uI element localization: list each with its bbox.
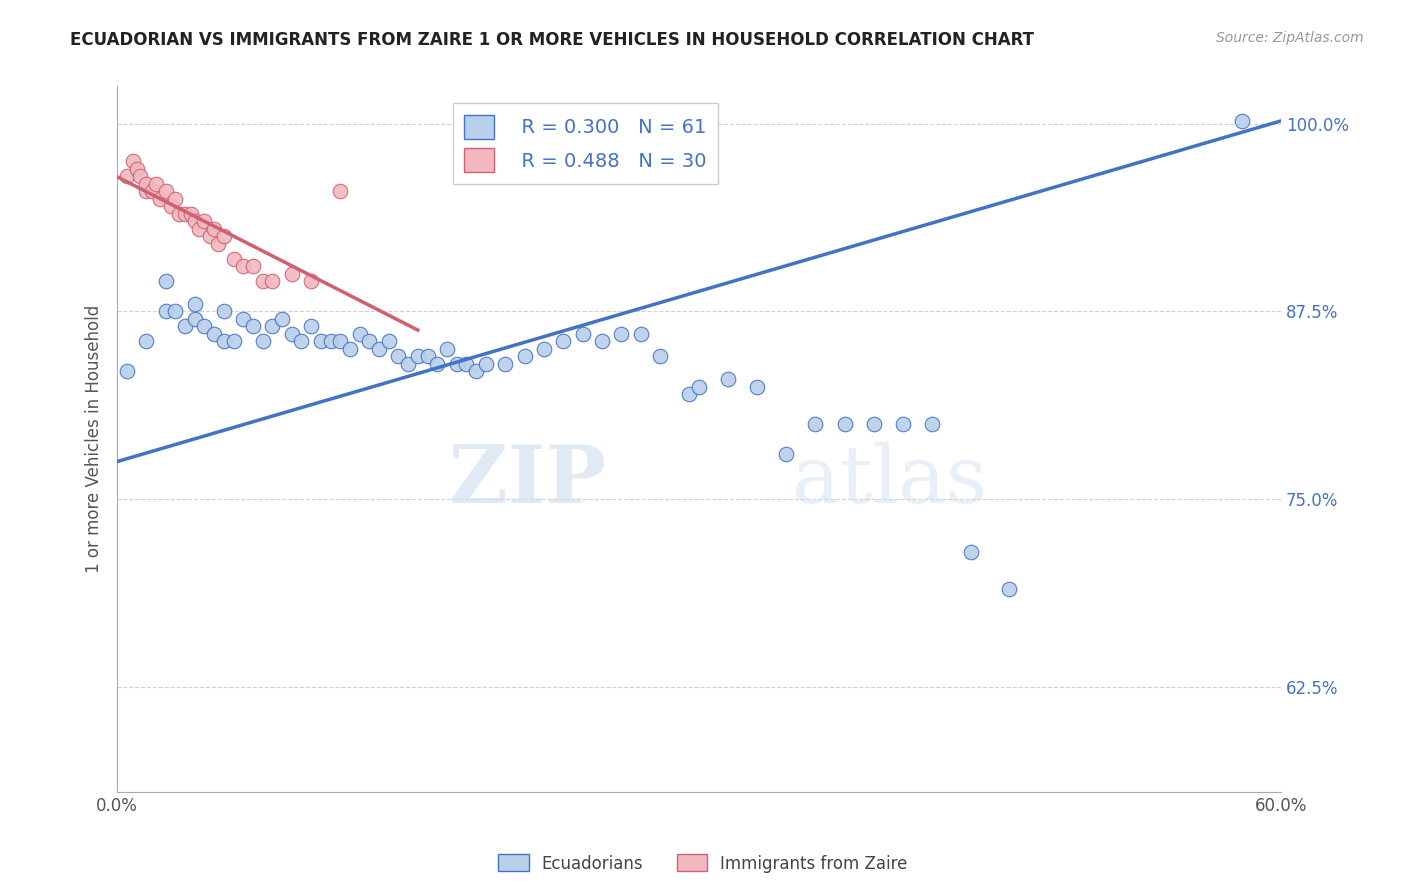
Point: [290, 334, 312, 349]
Point: [135, 334, 157, 349]
Point: [717, 372, 740, 386]
Point: [187, 222, 209, 236]
Point: [149, 192, 172, 206]
Point: [193, 319, 215, 334]
Point: [281, 326, 304, 341]
Point: [921, 417, 943, 431]
Text: ZIP: ZIP: [449, 442, 606, 520]
Point: [571, 326, 593, 341]
Point: [862, 417, 884, 431]
Text: ECUADORIAN VS IMMIGRANTS FROM ZAIRE 1 OR MORE VEHICLES IN HOUSEHOLD CORRELATION : ECUADORIAN VS IMMIGRANTS FROM ZAIRE 1 OR…: [70, 31, 1035, 49]
Point: [212, 229, 235, 244]
Point: [446, 357, 468, 371]
Point: [688, 379, 710, 393]
Point: [252, 275, 274, 289]
Point: [174, 207, 197, 221]
Point: [252, 334, 274, 349]
Point: [591, 334, 613, 349]
Legend: Ecuadorians, Immigrants from Zaire: Ecuadorians, Immigrants from Zaire: [492, 847, 914, 880]
Point: [377, 334, 399, 349]
Point: [174, 319, 197, 334]
Point: [271, 312, 294, 326]
Point: [207, 236, 229, 251]
Point: [309, 334, 332, 349]
Point: [465, 364, 488, 378]
Point: [1230, 114, 1253, 128]
Point: [145, 177, 167, 191]
Legend:   R = 0.300   N = 61,   R = 0.488   N = 30: R = 0.300 N = 61, R = 0.488 N = 30: [453, 103, 718, 184]
Point: [456, 357, 478, 371]
Point: [202, 326, 225, 341]
Point: [262, 319, 284, 334]
Point: [650, 350, 672, 364]
Point: [387, 350, 409, 364]
Point: [891, 417, 914, 431]
Point: [436, 342, 458, 356]
Point: [242, 260, 264, 274]
Point: [184, 297, 207, 311]
Point: [426, 357, 449, 371]
Point: [160, 199, 183, 213]
Point: [202, 222, 225, 236]
Point: [339, 342, 361, 356]
Point: [212, 334, 235, 349]
Point: [121, 154, 143, 169]
Point: [135, 185, 157, 199]
Point: [115, 364, 138, 378]
Point: [804, 417, 827, 431]
Point: [242, 319, 264, 334]
Point: [135, 177, 157, 191]
Point: [998, 582, 1021, 596]
Point: [184, 312, 207, 326]
Point: [115, 169, 138, 184]
Point: [141, 185, 163, 199]
Point: [329, 185, 352, 199]
Point: [474, 357, 496, 371]
Point: [299, 275, 322, 289]
Point: [775, 447, 797, 461]
Point: [167, 207, 190, 221]
Point: [747, 379, 769, 393]
Point: [533, 342, 555, 356]
Point: [349, 326, 371, 341]
Point: [416, 350, 439, 364]
Point: [281, 267, 304, 281]
Point: [184, 214, 207, 228]
Point: [319, 334, 342, 349]
Text: Source: ZipAtlas.com: Source: ZipAtlas.com: [1216, 31, 1364, 45]
Point: [834, 417, 856, 431]
Point: [165, 192, 187, 206]
Point: [262, 275, 284, 289]
Point: [610, 326, 633, 341]
Point: [368, 342, 391, 356]
Point: [959, 544, 981, 558]
Point: [232, 260, 254, 274]
Point: [212, 304, 235, 318]
Point: [630, 326, 652, 341]
Point: [494, 357, 516, 371]
Point: [553, 334, 575, 349]
Point: [513, 350, 536, 364]
Point: [155, 275, 177, 289]
Point: [155, 185, 177, 199]
Point: [299, 319, 322, 334]
Point: [222, 334, 245, 349]
Point: [232, 312, 254, 326]
Point: [200, 229, 222, 244]
Point: [678, 387, 700, 401]
Point: [125, 161, 148, 176]
Point: [359, 334, 381, 349]
Point: [329, 334, 352, 349]
Point: [129, 169, 152, 184]
Point: [155, 304, 177, 318]
Point: [396, 357, 419, 371]
Point: [193, 214, 215, 228]
Point: [406, 350, 429, 364]
Point: [180, 207, 202, 221]
Y-axis label: 1 or more Vehicles in Household: 1 or more Vehicles in Household: [86, 305, 103, 574]
Point: [165, 304, 187, 318]
Point: [222, 252, 245, 266]
Text: atlas: atlas: [792, 442, 987, 520]
